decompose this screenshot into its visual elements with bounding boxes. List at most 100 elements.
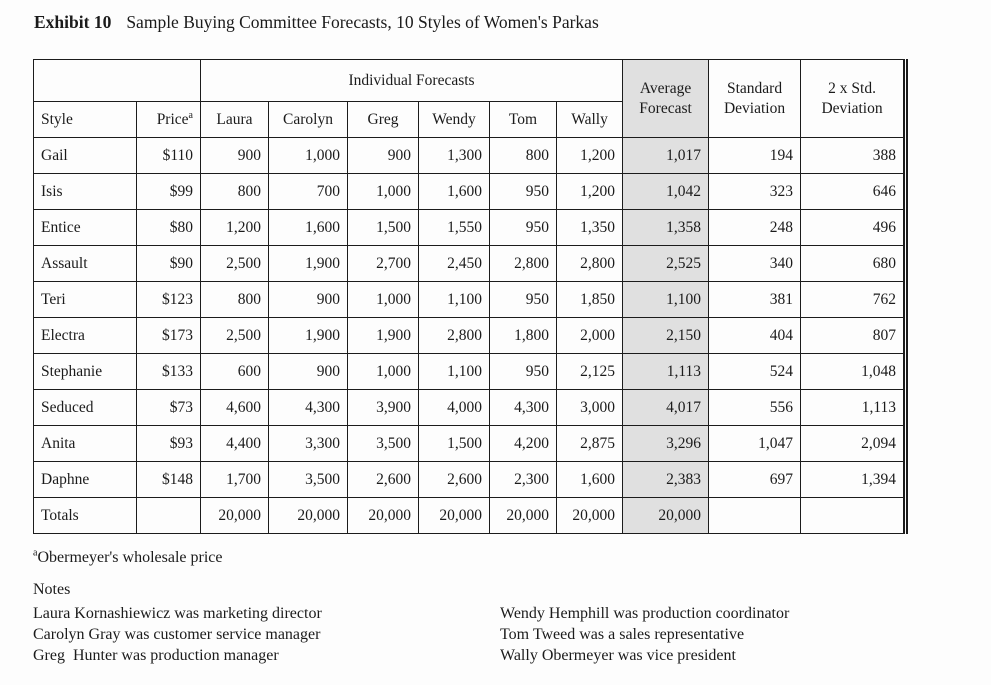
forecast-cell: 2,000 — [555, 317, 624, 354]
note-wally: Wally Obermeyer was vice president — [500, 647, 736, 664]
average-forecast-cell: 1,113 — [622, 353, 710, 390]
total-forecast-cell: 20,000 — [555, 497, 624, 534]
col-header-style: Style — [33, 101, 137, 138]
forecast-cell: 700 — [268, 173, 348, 210]
table-row: Daphne $148 1,700 3,500 2,600 2,600 2,30… — [33, 461, 907, 498]
exhibit-title-text: Sample Buying Committee Forecasts, 10 St… — [126, 12, 599, 32]
forecast-cell: 3,900 — [347, 389, 419, 426]
forecast-cell: 1,550 — [418, 209, 490, 246]
two-std-deviation-cell: 807 — [800, 317, 907, 354]
price-cell — [136, 497, 201, 534]
forecast-cell: 1,300 — [418, 137, 490, 174]
price-footnote-marker: a — [188, 109, 193, 121]
forecast-cell: 900 — [200, 137, 269, 174]
std-deviation-cell: 556 — [708, 389, 802, 426]
note-wendy: Wendy Hemphill was production coordinato… — [500, 605, 790, 622]
price-cell: $173 — [136, 317, 201, 354]
forecast-cell: 950 — [489, 353, 557, 390]
price-cell: $73 — [136, 389, 201, 426]
style-cell: Seduced — [33, 389, 137, 426]
forecast-cell: 900 — [347, 137, 419, 174]
forecast-cell: 4,300 — [268, 389, 348, 426]
two-std-deviation-cell: 1,394 — [800, 461, 907, 498]
price-cell: $90 — [136, 245, 201, 282]
style-cell: Assault — [33, 245, 137, 282]
forecast-cell: 2,600 — [347, 461, 419, 498]
table-row: Isis $99 800 700 1,000 1,600 950 1,200 1… — [33, 173, 907, 210]
style-cell: Isis — [33, 173, 137, 210]
notes-left-column: Laura Kornashiewicz was marketing direct… — [33, 603, 322, 666]
style-cell: Teri — [33, 281, 137, 318]
forecast-cell: 1,350 — [555, 209, 624, 246]
average-forecast-cell: 1,017 — [622, 137, 710, 174]
std-deviation-cell: 524 — [708, 353, 802, 390]
two-std-deviation-cell: 646 — [800, 173, 907, 210]
note-greg: Greg Hunter was production manager — [33, 647, 279, 664]
forecast-cell: 2,800 — [489, 245, 557, 282]
style-cell: Anita — [33, 425, 137, 462]
forecast-cell: 1,200 — [200, 209, 269, 246]
forecast-cell: 1,000 — [347, 173, 419, 210]
forecast-cell: 1,900 — [268, 245, 348, 282]
forecast-cell: 4,300 — [489, 389, 557, 426]
forecast-cell: 1,850 — [555, 281, 624, 318]
forecast-cell: 900 — [268, 353, 348, 390]
forecast-cell: 950 — [489, 281, 557, 318]
notes-right-column: Wendy Hemphill was production coordinato… — [500, 603, 789, 666]
group-header-individual-forecasts: Individual Forecasts — [199, 59, 624, 102]
std-deviation-cell: 248 — [708, 209, 802, 246]
table-row: Electra $173 2,500 1,900 1,900 2,800 1,8… — [33, 317, 907, 354]
forecast-cell: 1,900 — [347, 317, 419, 354]
col-header-wendy: Wendy — [418, 101, 490, 138]
forecast-cell: 1,000 — [347, 281, 419, 318]
two-std-deviation-cell: 762 — [800, 281, 907, 318]
total-forecast-cell: 20,000 — [418, 497, 490, 534]
forecast-cell: 3,500 — [268, 461, 348, 498]
exhibit-number: Exhibit 10 — [34, 12, 112, 32]
price-cell: $123 — [136, 281, 201, 318]
forecast-cell: 4,600 — [200, 389, 269, 426]
price-cell: $133 — [136, 353, 201, 390]
average-forecast-cell: 1,358 — [622, 209, 710, 246]
totals-row: Totals 20,000 20,000 20,000 20,000 20,00… — [33, 497, 907, 534]
forecast-cell: 1,900 — [268, 317, 348, 354]
two-std-deviation-cell: 2,094 — [800, 425, 907, 462]
forecast-cell: 1,100 — [418, 353, 490, 390]
average-forecast-cell: 2,383 — [622, 461, 710, 498]
forecast-cell: 1,500 — [347, 209, 419, 246]
note-carolyn: Carolyn Gray was customer service manage… — [33, 626, 321, 643]
table-row: Gail $110 900 1,000 900 1,300 800 1,200 … — [33, 137, 907, 174]
forecast-cell: 4,400 — [200, 425, 269, 462]
price-cell: $148 — [136, 461, 201, 498]
total-std-cell — [708, 497, 802, 534]
price-cell: $110 — [136, 137, 201, 174]
total-forecast-cell: 20,000 — [268, 497, 348, 534]
forecast-cell: 1,700 — [200, 461, 269, 498]
average-forecast-cell: 2,525 — [622, 245, 710, 282]
col-header-tom: Tom — [489, 101, 557, 138]
total-forecast-cell: 20,000 — [347, 497, 419, 534]
forecast-cell: 4,200 — [489, 425, 557, 462]
std-deviation-cell: 323 — [708, 173, 802, 210]
forecast-cell: 2,125 — [555, 353, 624, 390]
forecast-cell: 1,600 — [555, 461, 624, 498]
average-forecast-cell: 2,150 — [622, 317, 710, 354]
price-cell: $99 — [136, 173, 201, 210]
average-forecast-cell: 1,100 — [622, 281, 710, 318]
col-header-carolyn: Carolyn — [268, 101, 348, 138]
total-forecast-cell: 20,000 — [489, 497, 557, 534]
footnote-marker: a — [33, 547, 38, 559]
col-header-standard-deviation: Standard Deviation — [708, 59, 802, 138]
forecast-cell: 1,200 — [555, 137, 624, 174]
forecast-cell: 1,200 — [555, 173, 624, 210]
total-forecast-cell: 20,000 — [200, 497, 269, 534]
average-forecast-cell: 3,296 — [622, 425, 710, 462]
col-header-laura: Laura — [200, 101, 269, 138]
footnote-wholesale-price: aObermeyer's wholesale price — [33, 547, 223, 567]
forecast-cell: 3,500 — [347, 425, 419, 462]
footnote-text: Obermeyer's wholesale price — [37, 549, 223, 566]
forecast-cell: 2,500 — [200, 317, 269, 354]
forecast-cell: 1,000 — [268, 137, 348, 174]
page-title: Exhibit 10 Sample Buying Committee Foreca… — [34, 12, 599, 33]
style-cell: Stephanie — [33, 353, 137, 390]
